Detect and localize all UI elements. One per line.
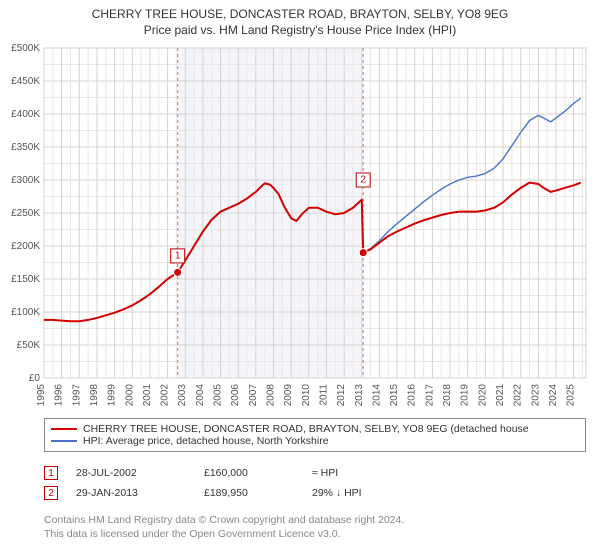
attribution: Contains HM Land Registry data © Crown c… (44, 514, 586, 541)
legend-label: CHERRY TREE HOUSE, DONCASTER ROAD, BRAYT… (83, 423, 529, 435)
svg-text:2024: 2024 (548, 384, 559, 407)
svg-text:2022: 2022 (513, 384, 524, 407)
svg-text:1: 1 (175, 250, 181, 261)
sale-delta: 29% ↓ HPI (312, 487, 422, 499)
svg-text:1999: 1999 (107, 384, 118, 407)
svg-text:2002: 2002 (160, 384, 171, 407)
svg-text:2001: 2001 (142, 384, 153, 407)
sales-table: 1 28-JUL-2002 £160,000 ≈ HPI 2 29-JAN-2013 £18… (44, 466, 586, 506)
svg-text:£50K: £50K (17, 340, 41, 351)
attribution-line-1: Contains HM Land Registry data © Crown c… (44, 514, 586, 528)
svg-text:2018: 2018 (442, 384, 453, 407)
chart-canvas: £0 £50K £100K £150K £200K £250K £300K £350K £400… (0, 0, 600, 412)
svg-text:2012: 2012 (336, 384, 347, 407)
svg-text:1996: 1996 (54, 384, 65, 407)
legend-label: HPI: Average price, detached house, Nort… (83, 435, 329, 447)
svg-text:2009: 2009 (283, 384, 294, 407)
svg-text:2008: 2008 (266, 384, 277, 407)
svg-text:£200K: £200K (11, 241, 40, 252)
svg-text:1995: 1995 (36, 384, 47, 407)
sale-date: 28-JUL-2002 (76, 467, 186, 479)
svg-text:2000: 2000 (124, 384, 135, 407)
legend: CHERRY TREE HOUSE, DONCASTER ROAD, BRAYT… (44, 418, 586, 452)
svg-text:2003: 2003 (177, 384, 188, 407)
legend-swatch (51, 440, 77, 442)
svg-text:2011: 2011 (318, 384, 329, 406)
svg-text:1997: 1997 (71, 384, 82, 407)
svg-text:£300K: £300K (11, 175, 40, 186)
svg-text:£250K: £250K (11, 208, 40, 219)
svg-text:2021: 2021 (495, 384, 506, 407)
svg-text:2013: 2013 (354, 384, 365, 407)
svg-text:£100K: £100K (11, 307, 40, 318)
svg-text:2016: 2016 (407, 384, 418, 407)
svg-text:2023: 2023 (530, 384, 541, 407)
svg-text:2007: 2007 (248, 384, 259, 407)
sale-delta: ≈ HPI (312, 467, 422, 479)
svg-text:2025: 2025 (566, 384, 577, 407)
svg-text:1998: 1998 (89, 384, 100, 407)
svg-text:2004: 2004 (195, 384, 206, 407)
svg-text:2005: 2005 (213, 384, 224, 407)
svg-text:£350K: £350K (11, 142, 40, 153)
svg-text:2014: 2014 (371, 384, 382, 407)
sale-marker: 1 (44, 466, 58, 480)
legend-item: HPI: Average price, detached house, Nort… (51, 435, 579, 447)
sale-marker: 2 (44, 486, 58, 500)
figure: CHERRY TREE HOUSE, DONCASTER ROAD, BRAYT… (0, 0, 600, 560)
sale-price: £160,000 (204, 467, 294, 479)
sale-row: 1 28-JUL-2002 £160,000 ≈ HPI (44, 466, 586, 480)
svg-text:2006: 2006 (230, 384, 241, 407)
svg-text:£150K: £150K (11, 274, 40, 285)
svg-text:£0: £0 (29, 373, 41, 384)
sale-price: £189,950 (204, 487, 294, 499)
svg-text:2015: 2015 (389, 384, 400, 407)
svg-text:£400K: £400K (11, 109, 40, 120)
svg-text:2: 2 (360, 175, 366, 186)
sale-row: 2 29-JAN-2013 £189,950 29% ↓ HPI (44, 486, 586, 500)
svg-text:2017: 2017 (424, 384, 435, 407)
svg-text:2019: 2019 (460, 384, 471, 407)
svg-text:2020: 2020 (477, 384, 488, 407)
sale-date: 29-JAN-2013 (76, 487, 186, 499)
svg-text:£450K: £450K (11, 76, 40, 87)
svg-text:£500K: £500K (11, 43, 40, 54)
svg-text:2010: 2010 (301, 384, 312, 407)
legend-swatch (51, 428, 77, 430)
legend-item: CHERRY TREE HOUSE, DONCASTER ROAD, BRAYT… (51, 423, 579, 435)
attribution-line-2: This data is licensed under the Open Gov… (44, 528, 586, 542)
